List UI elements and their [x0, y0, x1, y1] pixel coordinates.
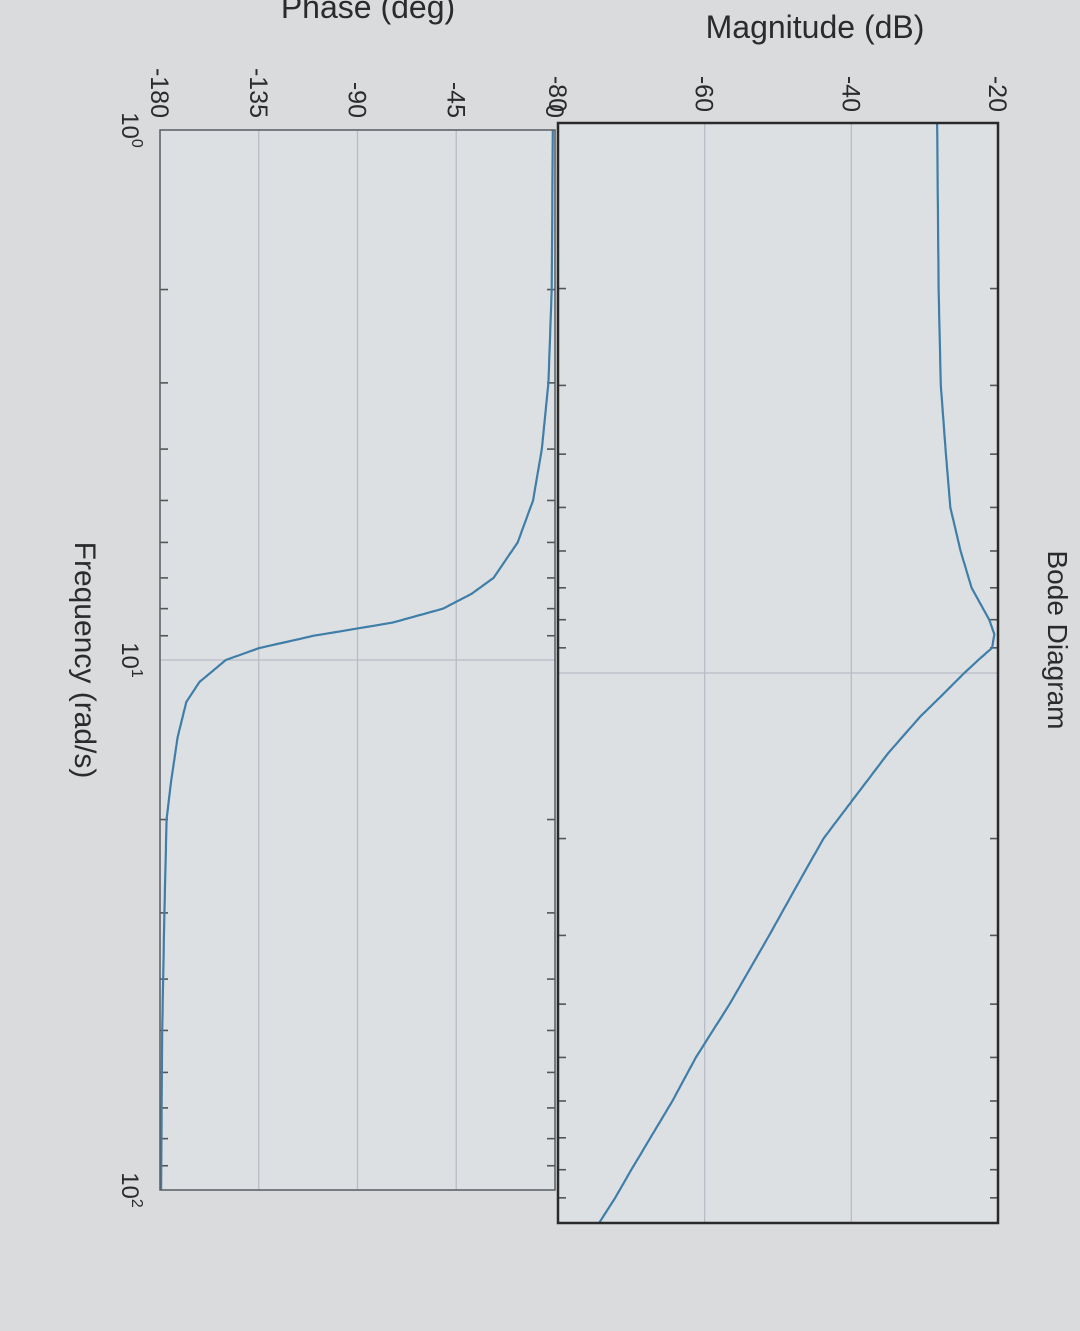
magnitude-series: [598, 122, 996, 1224]
frequency-tick-labels: 100 101 102: [116, 112, 145, 1208]
phase-y-tick-label: -90: [343, 82, 371, 118]
phase-tick-marks: [160, 288, 555, 1167]
phase-plot: 0 -45 -90 -135 -180 100 101 102: [116, 68, 568, 1208]
frequency-tick-label: 101: [116, 642, 145, 678]
x-axis-label: Frequency (rad/s): [68, 542, 101, 779]
phase-y-tick-labels: 0 -45 -90 -135 -180: [145, 68, 568, 118]
phase-y-tick-label: -45: [441, 82, 469, 118]
phase-series: [160, 129, 554, 1191]
magnitude-axis-label: Magnitude (dB): [706, 9, 925, 45]
magnitude-y-tick-label: -20: [983, 76, 1011, 112]
phase-axis-label: Phase (deg): [281, 0, 455, 25]
magnitude-y-tick-label: -80: [543, 76, 571, 112]
magnitude-y-tick-labels: -20 -40 -60 -80: [543, 76, 1011, 112]
phase-y-tick-label: 0: [540, 104, 568, 118]
rotated-figure: Bode Diagram -20 -40 -60 -80 0 -45 -90 -135 -18…: [68, 68, 1073, 1225]
chart-title: Bode Diagram: [1042, 551, 1073, 730]
phase-axes-frame: [159, 129, 556, 1191]
magnitude-plot: -20 -40 -60 -80: [543, 76, 1011, 1225]
magnitude-tick-marks: [558, 287, 998, 1199]
phase-line: [160, 129, 554, 1191]
magnitude-y-tick-label: -60: [690, 76, 718, 112]
magnitude-axes-frame: [556, 121, 1000, 1225]
phase-y-tick-label: -135: [244, 68, 272, 118]
frequency-tick-label: 100: [116, 112, 145, 148]
frequency-tick-label: 102: [116, 1172, 145, 1208]
magnitude-y-tick-label: -40: [836, 76, 864, 112]
phase-y-tick-label: -180: [145, 68, 173, 118]
magnitude-line: [598, 122, 996, 1224]
